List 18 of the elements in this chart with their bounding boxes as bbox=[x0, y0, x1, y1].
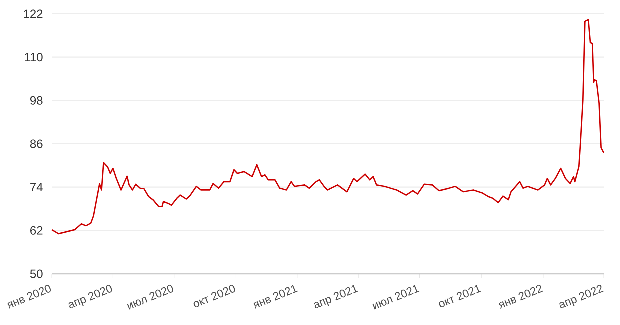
x-tick-label: окт 2021 bbox=[439, 285, 482, 308]
x-tick-label: апр 2022 bbox=[560, 285, 604, 309]
x-tick-label: янв 2020 bbox=[8, 285, 52, 309]
x-tick-label: янв 2022 bbox=[499, 285, 544, 309]
x-tick-label: янв 2021 bbox=[254, 285, 298, 309]
y-tick-label: 122 bbox=[24, 10, 43, 18]
y-tick-label: 62 bbox=[30, 226, 43, 235]
y-tick-label: 98 bbox=[30, 96, 43, 105]
x-tick-label: апр 2020 bbox=[68, 285, 112, 309]
x-tick-label: окт 2020 bbox=[194, 285, 236, 308]
x-tick-label: апр 2021 bbox=[314, 285, 358, 309]
x-tick-label: июл 2021 bbox=[372, 285, 420, 310]
line-series bbox=[51, 19, 605, 235]
y-tick-label: 50 bbox=[30, 270, 43, 278]
y-tick-label: 86 bbox=[30, 140, 43, 148]
y-tick-label: 74 bbox=[30, 183, 43, 192]
x-tick-label: июл 2020 bbox=[127, 285, 174, 310]
y-tick-label: 110 bbox=[25, 53, 43, 62]
